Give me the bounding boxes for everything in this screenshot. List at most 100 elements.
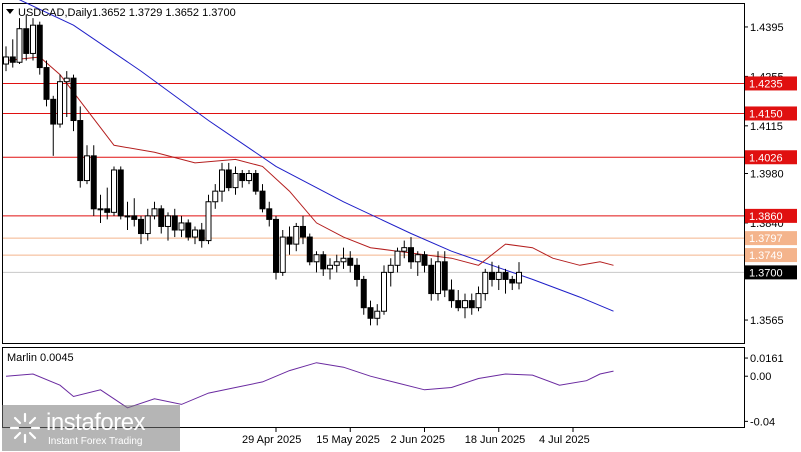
- candle-body: [259, 190, 266, 210]
- candle-body: [63, 77, 70, 83]
- candle-body: [279, 236, 286, 273]
- ohlc-readout: 1.3652 1.3729 1.3652 1.3700: [92, 7, 236, 19]
- candles-layer: [3, 14, 522, 326]
- candle-body: [273, 218, 279, 273]
- ma-fast-line: [5, 56, 614, 266]
- candle-body: [158, 208, 165, 227]
- candle-body: [232, 173, 239, 189]
- candle-body: [239, 173, 246, 182]
- candle-body: [252, 173, 259, 192]
- level-tag: [745, 248, 797, 263]
- candle-body: [468, 300, 475, 309]
- candle-body: [374, 310, 381, 319]
- candle-body: [462, 300, 468, 309]
- candle-body: [428, 264, 435, 295]
- level-tag-label: 1.3749: [749, 250, 783, 262]
- x-tick-label: 29 Apr 2025: [242, 434, 301, 446]
- candle-body: [151, 208, 158, 217]
- candle-body: [293, 225, 300, 245]
- y-tick-label: 1.3565: [750, 315, 784, 327]
- candle-body: [36, 24, 43, 69]
- time-axis: 29 Apr 2025 15 May 2025 2 Jun 2025 18 Jun 2…: [242, 428, 590, 446]
- ma-slow-line: [18, 0, 614, 312]
- candle-body: [50, 98, 57, 125]
- level-tag-label: 1.3797: [749, 233, 783, 245]
- watermark-logo: instaforex Instant Forex Trading: [2, 405, 180, 451]
- candle-body: [441, 261, 448, 291]
- level-tag: [745, 231, 797, 246]
- candle-body: [225, 169, 232, 189]
- ma-layer: [5, 0, 614, 312]
- candle-body: [401, 247, 408, 252]
- indicator-y-label: 0.0161: [750, 353, 784, 365]
- candle-body: [455, 300, 462, 309]
- price-tags: 1.4235 1.4150 1.4026 1.3860 1.3797 1.3749 1.37…: [745, 76, 797, 280]
- indicator-y-label: 0.00: [750, 371, 771, 383]
- price-panel-frame: [2, 3, 745, 344]
- current-price-label: 1.3700: [749, 267, 783, 279]
- candle-body: [340, 257, 347, 263]
- candle-body: [212, 190, 219, 203]
- candle-body: [144, 215, 151, 235]
- level-tag: [745, 76, 797, 91]
- candle-body: [90, 155, 97, 210]
- candle-body: [246, 173, 252, 182]
- candle-body: [482, 271, 489, 295]
- indicator-line: [5, 362, 614, 409]
- candle-body: [489, 271, 495, 280]
- candle-body: [266, 208, 273, 220]
- menu-triangle-icon[interactable]: [6, 9, 14, 14]
- candle-body: [516, 271, 522, 284]
- candle-body: [360, 278, 367, 309]
- candle-body: [333, 261, 340, 266]
- level-tag-label: 1.3860: [749, 211, 783, 223]
- x-tick-label: 4 Jul 2025: [539, 434, 590, 446]
- candle-body: [414, 254, 421, 263]
- level-tag: [745, 106, 797, 121]
- y-tick-label: 1.3980: [750, 169, 784, 181]
- indicator-layer: 0.0161 0.00 -0.04: [5, 353, 784, 428]
- candle-body: [394, 250, 401, 266]
- x-tick-label: 18 Jun 2025: [465, 434, 526, 446]
- indicator-y-label: -0.04: [750, 416, 775, 428]
- candle-body: [111, 169, 117, 213]
- candle-body: [185, 222, 192, 238]
- x-tick-label: 2 Jun 2025: [391, 434, 445, 446]
- candle-body: [300, 225, 306, 238]
- candle-body: [16, 28, 23, 63]
- candle-body: [502, 271, 509, 280]
- candle-body: [435, 261, 441, 295]
- candle-body: [104, 208, 111, 213]
- level-tag: [745, 208, 797, 223]
- candle-body: [124, 215, 131, 218]
- candle-body: [57, 81, 63, 125]
- candle-body: [219, 169, 225, 192]
- candle-body: [421, 254, 428, 266]
- candle-body: [387, 264, 394, 273]
- candle-body: [3, 56, 9, 65]
- watermark-tagline: Instant Forex Trading: [48, 436, 143, 447]
- candle-body: [165, 215, 171, 227]
- candle-body: [495, 271, 502, 280]
- candle-body: [138, 218, 144, 235]
- y-tick-label: 1.4115: [750, 121, 783, 133]
- candle-body: [475, 293, 482, 309]
- candle-body: [408, 247, 414, 263]
- candle-body: [84, 155, 90, 182]
- candle-body: [205, 201, 212, 242]
- watermark-brand: instaforex: [46, 409, 146, 436]
- indicator-label: Marlin 0.0045: [7, 352, 74, 364]
- instaforex-logo-icon: [9, 412, 41, 444]
- candle-body: [30, 24, 36, 54]
- candle-body: [178, 222, 185, 231]
- level-tag-label: 1.4150: [749, 108, 783, 120]
- candle-body: [43, 67, 50, 100]
- candle-body: [509, 278, 516, 284]
- current-price-tag: [745, 265, 797, 280]
- x-tick-label: 15 May 2025: [316, 434, 380, 446]
- symbol-label: USDCAD,Daily: [18, 7, 92, 19]
- candle-body: [320, 254, 327, 270]
- candle-body: [448, 289, 455, 302]
- candle-body: [97, 208, 104, 211]
- level-tag: [745, 150, 797, 165]
